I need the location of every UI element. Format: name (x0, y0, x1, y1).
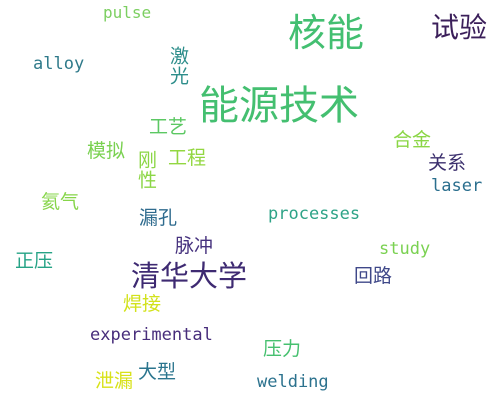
word-jiguang: 激光 (167, 46, 189, 86)
word-study: study (379, 239, 431, 259)
word-experimental: experimental (90, 325, 213, 345)
word-guanxi: 关系 (428, 152, 467, 174)
word-gongcheng: 工程 (168, 147, 207, 169)
word-shiyan: 试验 (431, 11, 488, 44)
word-hexin: 核能 (288, 11, 365, 55)
word-moni: 模拟 (87, 140, 126, 162)
word-pulse: pulse (103, 3, 152, 22)
word-qinghua: 清华大学 (131, 259, 248, 293)
word-maichong: 脉冲 (175, 235, 214, 257)
word-nengyuan: 能源技术 (199, 83, 359, 129)
word-gongyi: 工艺 (149, 116, 188, 138)
word-processes: processes (268, 204, 361, 224)
word-gangxing: 刚性 (135, 150, 157, 190)
word-yali: 压力 (263, 338, 302, 360)
word-haiqi: 氦气 (41, 191, 80, 213)
word-hanjie: 焊接 (123, 293, 162, 315)
word-loukong: 漏孔 (139, 207, 178, 229)
word-hejin: 合金 (393, 129, 432, 151)
word-laser: laser (431, 176, 483, 196)
word-zhengya: 正压 (15, 250, 54, 272)
word-daxing: 大型 (138, 361, 177, 383)
word-xielou: 泄漏 (95, 370, 134, 392)
word-welding: welding (257, 372, 329, 392)
word-huilu: 回路 (354, 265, 393, 287)
word-alloy: alloy (33, 54, 85, 74)
